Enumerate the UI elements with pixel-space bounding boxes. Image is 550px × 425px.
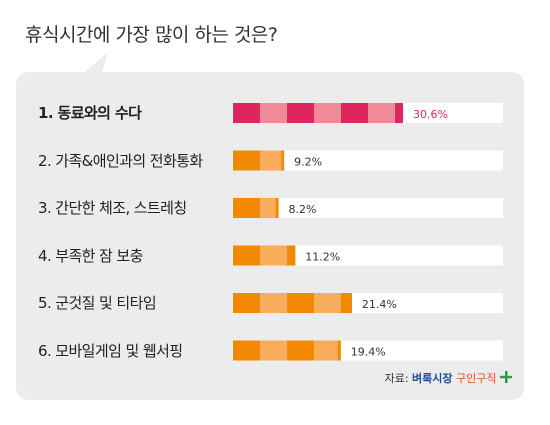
bar-track xyxy=(233,245,503,266)
bar-segment xyxy=(260,340,287,361)
category-label: 5. 군것질 및 티타임 xyxy=(38,294,157,312)
value-label: 30.6% xyxy=(413,108,448,121)
bar-track xyxy=(233,198,503,218)
bar-segment xyxy=(233,103,260,123)
bar xyxy=(233,245,296,266)
bar-end-cap xyxy=(281,150,285,171)
bar-segment xyxy=(341,293,352,313)
category-label: 6. 모바일게임 및 웹서핑 xyxy=(38,341,183,360)
bar xyxy=(233,198,279,218)
source-credit: 자료: 벼룩시장 구인구직 xyxy=(385,370,512,386)
value-label: 9.2% xyxy=(294,156,322,169)
category-label: 3. 간단한 체조, 스트레칭 xyxy=(38,199,187,217)
bar-end-cap xyxy=(348,293,352,313)
bar-end-cap xyxy=(400,103,403,123)
value-label: 19.4% xyxy=(351,346,386,359)
bar-segment xyxy=(260,150,285,171)
chart-title: 휴식시간에 가장 많이 하는 것은? xyxy=(25,24,278,46)
bar-segment xyxy=(233,245,260,266)
bar-end-cap xyxy=(292,245,296,266)
bar-segment xyxy=(260,198,279,218)
bar xyxy=(233,150,285,171)
value-label: 8.2% xyxy=(289,203,317,216)
bar-segment xyxy=(314,103,341,123)
bar-segment xyxy=(395,103,403,123)
source-brand: 벼룩시장 xyxy=(412,372,453,385)
bar-segment xyxy=(260,245,287,266)
bar-segment xyxy=(287,293,314,313)
plus-icon xyxy=(500,371,512,383)
bar-segment xyxy=(287,340,314,361)
bar-segment xyxy=(233,293,260,313)
bar-segment xyxy=(233,340,260,361)
category-label: 4. 부족한 잠 보충 xyxy=(38,246,143,265)
bar-segment xyxy=(314,293,341,313)
bar-segment xyxy=(233,150,260,171)
bar-segment xyxy=(341,103,368,123)
value-label: 21.4% xyxy=(362,298,397,311)
bar-segment xyxy=(314,340,341,361)
bar xyxy=(233,103,403,123)
bar-segment xyxy=(368,103,395,123)
bar-end-cap xyxy=(337,340,341,361)
bar xyxy=(233,293,352,313)
bar-segment xyxy=(233,198,260,218)
bar-segment xyxy=(287,245,296,266)
value-label: 11.2% xyxy=(305,251,340,264)
source-brand-sub: 구인구직 xyxy=(456,372,497,385)
bar-end-cap xyxy=(275,198,279,218)
bar xyxy=(233,340,341,361)
source-prefix: 자료: xyxy=(384,372,409,385)
category-label: 1. 동료와의 수다 xyxy=(38,104,142,122)
bar-segment xyxy=(260,103,287,123)
bar-segment xyxy=(287,103,314,123)
bars-layer: 30.6% 9.2% 8.2% 11.2% 21.4% 19.4% xyxy=(233,103,503,361)
category-label: 2. 가족&애인과의 전화통화 xyxy=(38,151,203,170)
bar-segment xyxy=(260,293,287,313)
bar-track xyxy=(233,150,503,171)
